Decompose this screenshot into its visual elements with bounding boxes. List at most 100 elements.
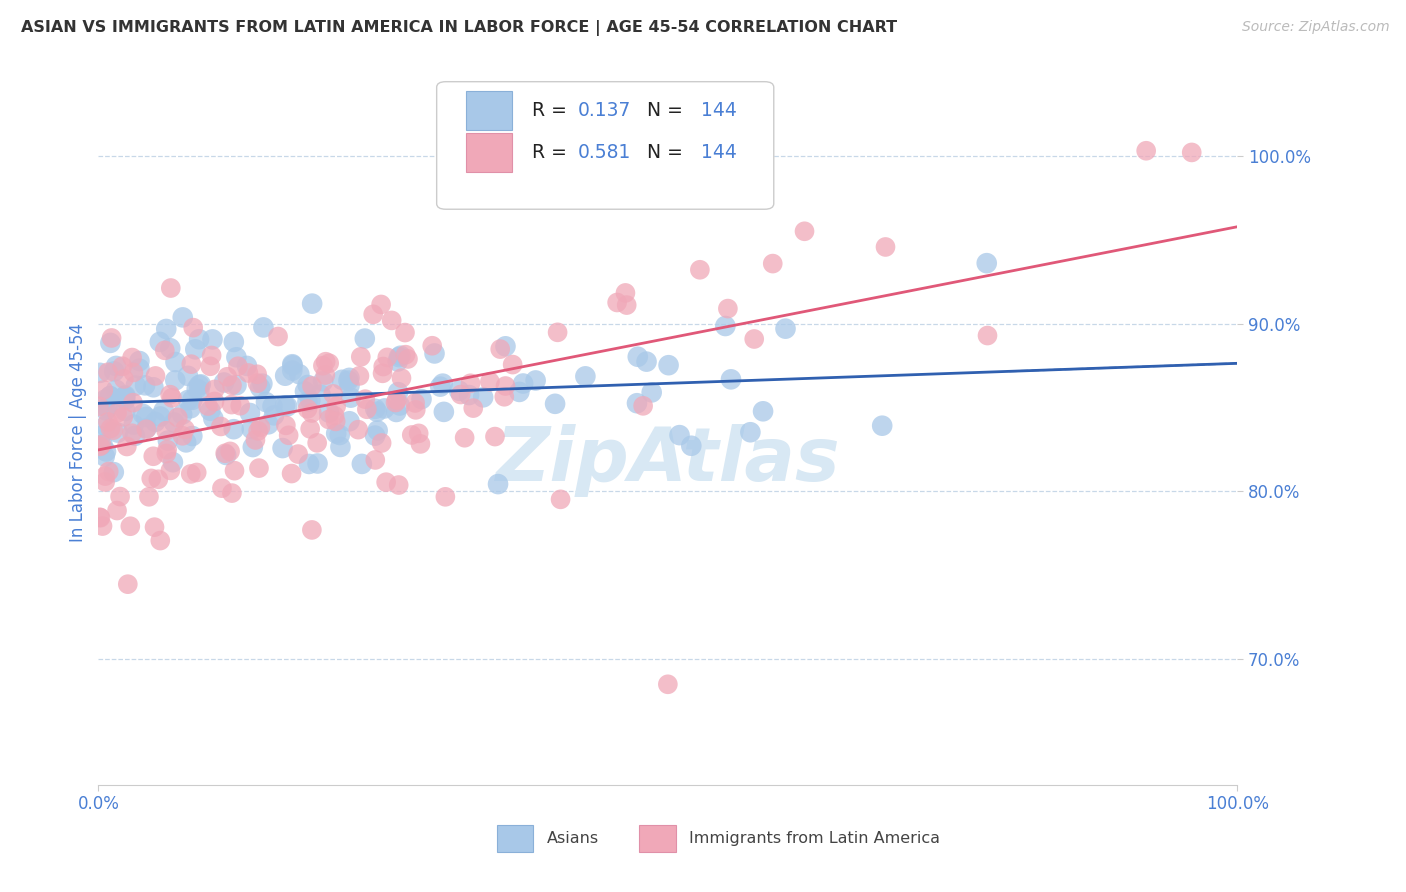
- Point: [152, 403, 174, 417]
- Point: [267, 329, 290, 343]
- Point: [188, 384, 211, 398]
- Point: [180, 401, 202, 416]
- Point: [166, 410, 188, 425]
- Point: [627, 350, 650, 364]
- Point: [478, 375, 501, 389]
- Point: [105, 359, 128, 373]
- Point: [486, 477, 509, 491]
- Point: [124, 429, 146, 443]
- Point: [301, 523, 323, 537]
- Point: [217, 369, 239, 384]
- Point: [354, 392, 377, 406]
- Point: [229, 399, 252, 413]
- Text: 0.581: 0.581: [578, 143, 631, 162]
- Point: [97, 365, 120, 379]
- Point: [103, 364, 125, 378]
- Point: [209, 419, 232, 434]
- Point: [323, 409, 346, 423]
- Point: [420, 339, 443, 353]
- Point: [484, 429, 506, 443]
- Point: [180, 467, 202, 481]
- Point: [614, 285, 637, 300]
- Point: [374, 401, 396, 416]
- Point: [494, 390, 516, 404]
- Point: [172, 408, 194, 422]
- Y-axis label: In Labor Force | Age 45-54: In Labor Force | Age 45-54: [69, 323, 87, 542]
- Point: [301, 379, 323, 393]
- Point: [408, 426, 430, 441]
- Point: [449, 384, 471, 398]
- Point: [388, 399, 411, 413]
- Text: N =: N =: [636, 101, 689, 120]
- Point: [105, 406, 128, 420]
- Point: [155, 424, 177, 438]
- Point: [752, 404, 775, 418]
- Point: [370, 436, 392, 450]
- Point: [96, 401, 118, 415]
- Point: [364, 428, 387, 442]
- Point: [495, 339, 517, 353]
- Point: [202, 411, 225, 425]
- Point: [387, 354, 409, 368]
- Point: [450, 387, 472, 401]
- Point: [502, 358, 524, 372]
- Point: [271, 441, 294, 455]
- Point: [277, 428, 299, 442]
- Point: [89, 510, 111, 524]
- Point: [472, 390, 495, 404]
- Point: [94, 392, 117, 407]
- Bar: [467, 133, 512, 172]
- Point: [122, 417, 145, 432]
- Point: [387, 385, 409, 400]
- Point: [135, 422, 157, 436]
- Point: [325, 399, 347, 413]
- Point: [361, 307, 384, 321]
- Point: [254, 395, 277, 409]
- Point: [606, 295, 628, 310]
- Point: [367, 424, 389, 438]
- Point: [793, 224, 815, 238]
- Point: [105, 503, 128, 517]
- Point: [274, 418, 297, 433]
- Point: [215, 448, 238, 462]
- Point: [159, 281, 181, 295]
- Point: [524, 374, 547, 388]
- Point: [221, 486, 243, 500]
- Point: [307, 435, 329, 450]
- Point: [180, 357, 202, 371]
- Point: [329, 440, 352, 454]
- Point: [94, 403, 117, 417]
- Point: [98, 335, 121, 350]
- Point: [314, 368, 336, 382]
- Point: [156, 442, 179, 457]
- Point: [225, 351, 247, 365]
- Point: [155, 446, 177, 460]
- Text: Source: ZipAtlas.com: Source: ZipAtlas.com: [1241, 20, 1389, 34]
- Point: [100, 421, 122, 435]
- Point: [163, 416, 186, 430]
- Point: [177, 392, 200, 407]
- Point: [245, 433, 267, 447]
- Point: [173, 422, 195, 436]
- Point: [112, 372, 135, 386]
- Point: [297, 395, 319, 409]
- Point: [184, 343, 207, 357]
- Point: [495, 379, 517, 393]
- Point: [636, 354, 658, 368]
- Point: [128, 354, 150, 368]
- Point: [249, 381, 271, 395]
- Point: [214, 446, 236, 460]
- Point: [247, 461, 270, 475]
- Point: [135, 421, 157, 435]
- Point: [453, 431, 475, 445]
- Point: [94, 419, 117, 434]
- Point: [93, 450, 115, 464]
- Point: [281, 363, 304, 377]
- Point: [159, 341, 181, 355]
- Text: 0.137: 0.137: [578, 101, 631, 120]
- Point: [775, 321, 797, 335]
- Point: [350, 457, 373, 471]
- Point: [257, 417, 280, 432]
- Point: [350, 350, 373, 364]
- Point: [190, 377, 212, 392]
